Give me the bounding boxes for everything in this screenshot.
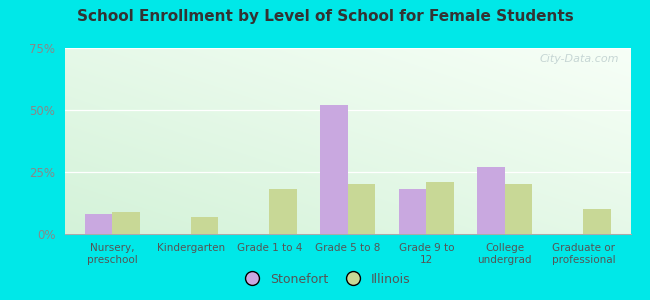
Bar xyxy=(112,212,140,234)
Legend: Stonefort, Illinois: Stonefort, Illinois xyxy=(235,268,415,291)
Bar xyxy=(584,209,611,234)
Bar xyxy=(269,189,296,234)
Bar xyxy=(399,189,426,234)
Bar xyxy=(477,167,505,234)
Bar xyxy=(84,214,112,234)
Bar xyxy=(426,182,454,234)
Bar xyxy=(190,217,218,234)
Bar xyxy=(320,105,348,234)
Text: School Enrollment by Level of School for Female Students: School Enrollment by Level of School for… xyxy=(77,9,573,24)
Bar xyxy=(505,184,532,234)
Bar xyxy=(348,184,375,234)
Text: City-Data.com: City-Data.com xyxy=(540,54,619,64)
